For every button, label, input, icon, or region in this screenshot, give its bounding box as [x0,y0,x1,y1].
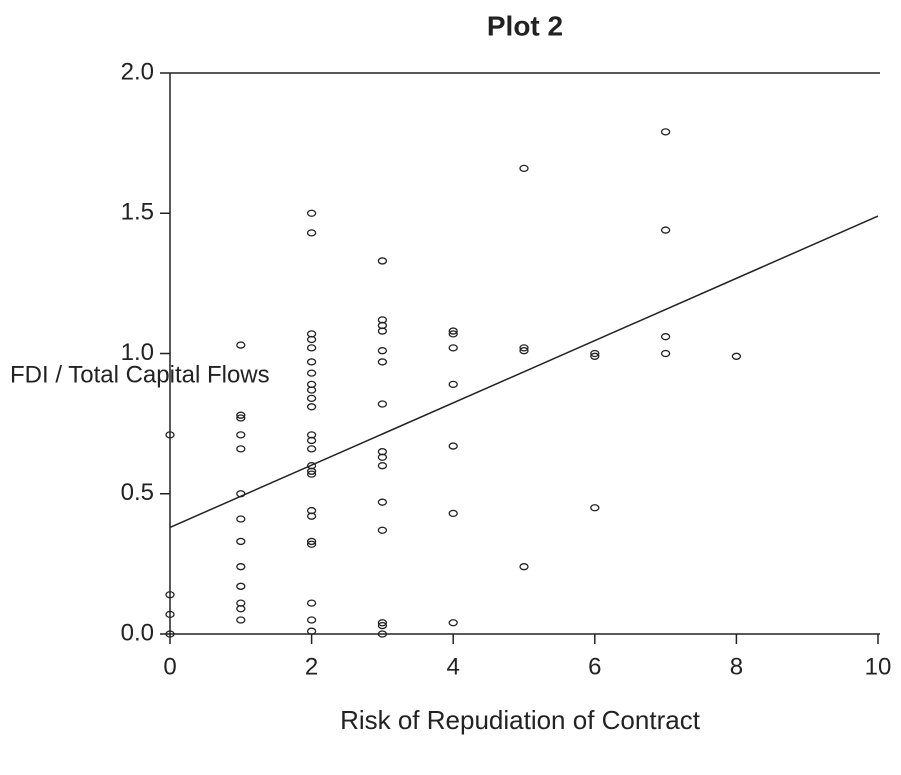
data-point [662,227,670,233]
data-point [378,258,386,264]
data-point [308,345,316,351]
data-point [308,359,316,365]
data-point [308,210,316,216]
data-point [449,345,457,351]
data-point [237,342,245,348]
data-point [237,516,245,522]
fit-line [170,216,878,527]
data-point [308,600,316,606]
data-point [237,446,245,452]
x-tick-label: 10 [865,653,892,680]
data-point [237,564,245,570]
data-point [449,620,457,626]
data-point [237,432,245,438]
x-tick-label: 8 [730,653,743,680]
data-point [378,348,386,354]
x-tick-label: 2 [305,653,318,680]
data-point [449,443,457,449]
data-point [449,381,457,387]
chart-title: Plot 2 [487,10,563,41]
y-tick-label: 0.0 [121,619,154,646]
data-point [237,538,245,544]
data-point [308,370,316,376]
data-point [308,395,316,401]
data-point [662,351,670,357]
data-point [662,129,670,135]
x-tick-label: 4 [447,653,460,680]
data-point [662,334,670,340]
y-tick-label: 2.0 [121,58,154,85]
data-point [237,617,245,623]
x-tick-label: 0 [163,653,176,680]
x-tick-label: 6 [588,653,601,680]
y-tick-label: 0.5 [121,479,154,506]
data-point [308,617,316,623]
data-point [591,505,599,511]
data-point [308,404,316,410]
data-point [449,510,457,516]
data-point [237,583,245,589]
chart: Plot 2 Risk of Repudiation of Contract F… [0,0,901,775]
data-point [308,230,316,236]
x-axis-label: Risk of Repudiation of Contract [340,705,701,735]
y-tick-label: 1.5 [121,199,154,226]
data-point [520,165,528,171]
data-point [732,353,740,359]
data-point [378,527,386,533]
data-point [378,499,386,505]
data-point [378,463,386,469]
data-point [308,446,316,452]
data-point [378,401,386,407]
data-point [520,564,528,570]
y-tick-label: 1.0 [121,339,154,366]
data-point [378,359,386,365]
